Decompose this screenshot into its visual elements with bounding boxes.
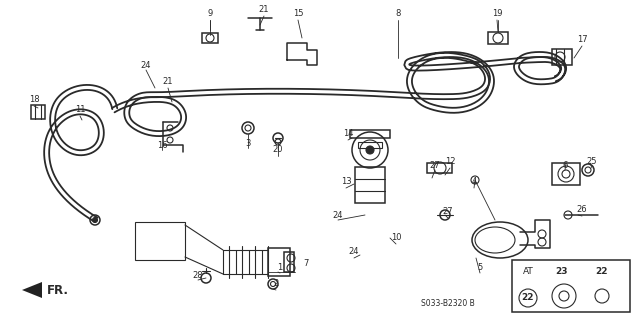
Text: 17: 17 xyxy=(577,35,588,44)
Bar xyxy=(284,252,294,272)
Bar xyxy=(552,163,580,185)
Text: 24: 24 xyxy=(333,211,343,219)
Bar xyxy=(31,105,45,119)
Text: 25: 25 xyxy=(587,158,597,167)
Text: 27: 27 xyxy=(443,207,453,217)
Text: 1: 1 xyxy=(277,263,283,272)
Text: 12: 12 xyxy=(445,158,455,167)
Text: 24: 24 xyxy=(141,61,151,70)
Text: 21: 21 xyxy=(163,78,173,86)
Text: S033-B2320 B: S033-B2320 B xyxy=(421,300,475,308)
Text: 13: 13 xyxy=(340,177,351,187)
Text: 5: 5 xyxy=(477,263,483,272)
Text: 7: 7 xyxy=(303,259,308,269)
Text: 26: 26 xyxy=(577,205,588,214)
Text: FR.: FR. xyxy=(47,284,69,296)
Text: 11: 11 xyxy=(75,106,85,115)
Text: 27: 27 xyxy=(429,160,440,169)
Text: 20: 20 xyxy=(273,145,284,154)
Text: 23: 23 xyxy=(556,268,568,277)
Bar xyxy=(512,260,630,312)
Text: 8: 8 xyxy=(396,10,401,19)
Bar xyxy=(552,49,572,65)
Text: 2: 2 xyxy=(273,279,278,288)
Text: 3: 3 xyxy=(245,138,251,147)
Text: 10: 10 xyxy=(391,234,401,242)
Bar xyxy=(427,163,452,173)
Bar xyxy=(202,33,218,43)
Text: 14: 14 xyxy=(343,130,353,138)
Bar xyxy=(488,32,508,44)
Polygon shape xyxy=(22,282,42,298)
Text: 18: 18 xyxy=(29,95,39,105)
Text: 19: 19 xyxy=(492,10,502,19)
Text: 16: 16 xyxy=(157,140,167,150)
Text: 15: 15 xyxy=(292,10,303,19)
Text: 28: 28 xyxy=(193,271,204,280)
Text: 9: 9 xyxy=(207,10,212,19)
Text: 22: 22 xyxy=(522,293,534,302)
Bar xyxy=(135,222,185,260)
Circle shape xyxy=(93,218,97,222)
Text: 4: 4 xyxy=(472,177,477,187)
Text: AT: AT xyxy=(523,268,533,277)
Text: 22: 22 xyxy=(596,268,608,277)
Text: 6: 6 xyxy=(563,160,568,169)
Bar xyxy=(358,142,382,148)
Bar xyxy=(268,248,290,276)
Text: 21: 21 xyxy=(259,5,269,14)
Text: 24: 24 xyxy=(349,248,359,256)
Bar xyxy=(350,130,390,138)
Bar xyxy=(355,167,385,203)
Circle shape xyxy=(366,146,374,154)
